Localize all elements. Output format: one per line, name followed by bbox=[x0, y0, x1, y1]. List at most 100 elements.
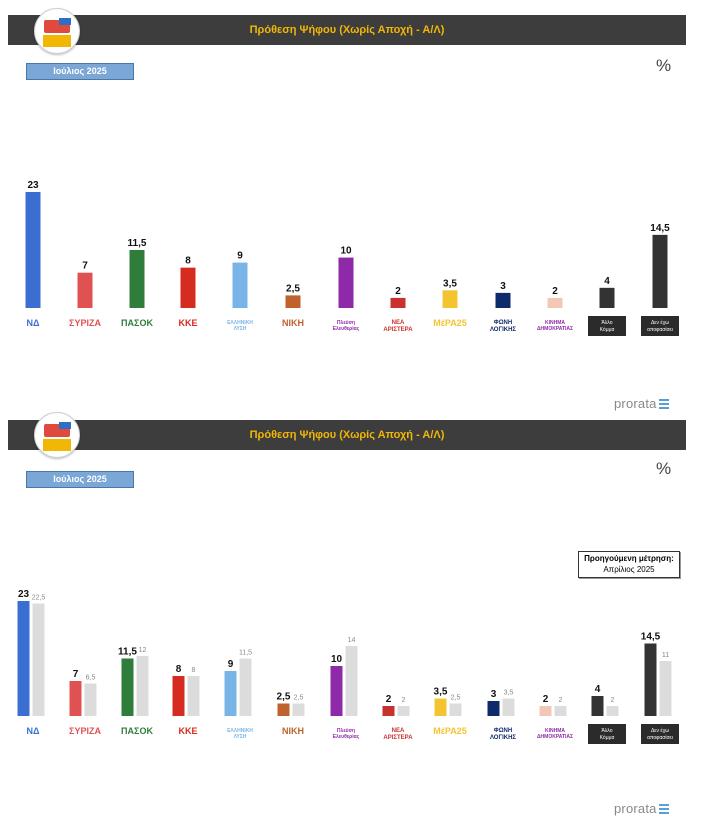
period-badge-2: Ιούλιος 2025 bbox=[26, 471, 134, 488]
previous-box-title: Προηγούμενη μέτρηση: bbox=[584, 554, 674, 563]
bar-previous-νικη bbox=[292, 703, 305, 716]
bar-previous-νδ bbox=[32, 603, 45, 716]
party-label: ΚΚΕ bbox=[178, 726, 197, 736]
value-label-previous: 2 bbox=[611, 697, 615, 704]
party-label: ΜέΡΑ25 bbox=[433, 318, 466, 328]
foni-logikis-logo: ΦΩΝΗ ΛΟΓΙΚΗΣ bbox=[490, 320, 516, 333]
nd-logo-2: ΝΔ bbox=[27, 726, 40, 736]
value-label-previous: 3,5 bbox=[504, 690, 514, 697]
bar-current-νικη bbox=[277, 703, 290, 716]
nd-logo: ΝΔ bbox=[27, 318, 40, 328]
party-label: ΣΥΡΙΖΑ bbox=[69, 726, 101, 736]
bar-άλλο-κόμμα bbox=[599, 287, 615, 308]
value-label: 2 bbox=[395, 286, 401, 297]
niki-logo: ΝΙΚΗ bbox=[282, 318, 304, 328]
previous-measurement-box: Προηγούμενη μέτρηση: Απρίλιος 2025 bbox=[578, 551, 680, 578]
party-label: ΝΕΑ ΑΡΙΣΤΕΡΑ bbox=[383, 728, 413, 741]
party-label: Δεν έχω αποφασίσει bbox=[647, 727, 673, 741]
value-label-current: 4 bbox=[595, 684, 601, 695]
bar-previous-νεα-αριστερα bbox=[397, 706, 410, 716]
value-label-current: 2 bbox=[386, 694, 392, 705]
party-label: Πλεύση Ελευθερίας bbox=[333, 728, 360, 740]
value-label-previous: 11,5 bbox=[239, 650, 252, 657]
party-label: ΚΙΝΗΜΑ ΔΗΜΟΚΡΑΤΙΑΣ bbox=[537, 320, 573, 332]
party-label: ΠΑΣΟΚ bbox=[121, 318, 153, 328]
party-label: ΣΥΡΙΖΑ bbox=[69, 318, 101, 328]
plefsi-logo: Πλεύση Ελευθερίας bbox=[333, 320, 360, 332]
bar-current-νδ bbox=[17, 601, 30, 716]
kinima-dimokratias-logo-2: ΚΙΝΗΜΑ ΔΗΜΟΚΡΑΤΙΑΣ bbox=[537, 728, 573, 740]
syriza-logo-2: ΣΥΡΙΖΑ bbox=[69, 726, 101, 736]
party-label: ΚΚΕ bbox=[178, 318, 197, 328]
party-label: ΕΛΛΗΝΙΚΗ ΛΥΣΗ bbox=[227, 320, 253, 332]
party-label: ΝΔ bbox=[27, 726, 40, 736]
value-label-previous: 22,5 bbox=[32, 595, 46, 602]
bar-νδ bbox=[25, 192, 41, 308]
elliniki-lysi-logo-2: ΕΛΛΗΝΙΚΗ ΛΥΣΗ bbox=[227, 728, 253, 740]
party-label: ΝΕΑ ΑΡΙΣΤΕΡΑ bbox=[383, 320, 413, 333]
value-label-previous: 12 bbox=[139, 647, 147, 654]
value-label-current: 10 bbox=[331, 654, 343, 665]
header-title: Πρόθεση Ψήφου (Χωρίς Αποχή - Α/Λ) bbox=[249, 24, 445, 36]
pasok-logo-2: ΠΑΣΟΚ bbox=[121, 726, 153, 736]
bar-πλεύση-ελευθερίας bbox=[338, 257, 354, 308]
bar-μέρα25 bbox=[442, 290, 458, 308]
bar-κινημα-δημοκρατιας bbox=[547, 297, 563, 308]
header-bar: Πρόθεση Ψήφου (Χωρίς Αποχή - Α/Λ) bbox=[8, 15, 686, 45]
value-label-current: 7 bbox=[73, 669, 79, 680]
value-label-previous: 8 bbox=[192, 667, 196, 674]
value-label: 7 bbox=[82, 261, 88, 272]
bar-previous-φωνη-λογικης bbox=[502, 698, 515, 716]
value-label: 8 bbox=[185, 256, 191, 267]
period-badge: Ιούλιος 2025 bbox=[26, 63, 134, 80]
bar-previous-πλεύση-ελευθερίας bbox=[345, 646, 358, 716]
party-label: Δεν έχω αποφασίσει bbox=[647, 319, 673, 333]
value-label: 2 bbox=[552, 286, 558, 297]
mera25-logo-2: ΜέΡΑ25 bbox=[433, 726, 466, 736]
percent-symbol-2: % bbox=[656, 459, 672, 478]
other-party-box-2: Άλλο Κόμμα bbox=[588, 724, 626, 744]
value-label-previous: 2,5 bbox=[451, 695, 461, 702]
party-label: ΦΩΝΗ ΛΟΓΙΚΗΣ bbox=[490, 320, 516, 333]
party-label: ΕΛΛΗΝΙΚΗ ΛΥΣΗ bbox=[227, 728, 253, 740]
percent-symbol: % bbox=[656, 56, 672, 75]
bar-chart-july: 23 7 11,5 8 9 2,5 10 2 3,5 3 2 4 14,5 ΝΔ ΣΥΡΙΖΑ ΠΑΣΟΚ ΚΚ… bbox=[25, 180, 679, 336]
foni-logikis-logo-2: ΦΩΝΗ ΛΟΓΙΚΗΣ bbox=[490, 728, 516, 741]
bar-δεν-έχω-αποφασίσει bbox=[652, 234, 668, 308]
bar-ελληνικη-λυση bbox=[232, 262, 248, 308]
value-label: 9 bbox=[237, 251, 243, 262]
undecided-box: Δεν έχω αποφασίσει bbox=[641, 316, 679, 336]
value-label: 14,5 bbox=[650, 223, 670, 234]
party-label: ΝΙΚΗ bbox=[282, 318, 304, 328]
bar-current-πλεύση-ελευθερίας bbox=[330, 666, 343, 716]
value-label-previous: 6,5 bbox=[86, 675, 96, 682]
value-label-current: 11,5 bbox=[118, 647, 137, 658]
bar-συριζα bbox=[77, 272, 93, 308]
other-party-box: Άλλο Κόμμα bbox=[588, 316, 626, 336]
bar-πασοκ bbox=[129, 250, 145, 308]
value-label: 4 bbox=[604, 276, 610, 287]
value-label-previous: 11 bbox=[662, 652, 669, 659]
nea-aristera-logo-2: ΝΕΑ ΑΡΙΣΤΕΡΑ bbox=[383, 728, 413, 741]
elliniki-lysi-logo: ΕΛΛΗΝΙΚΗ ΛΥΣΗ bbox=[227, 320, 253, 332]
value-label-current: 8 bbox=[176, 664, 182, 675]
bar-previous-δεν-έχω-αποφασίσει bbox=[659, 661, 672, 716]
kinima-dimokratias-logo: ΚΙΝΗΜΑ ΔΗΜΟΚΡΑΤΙΑΣ bbox=[537, 320, 573, 332]
party-label: ΜέΡΑ25 bbox=[433, 726, 466, 736]
bar-previous-κκε bbox=[187, 676, 200, 716]
ballot-box-icon bbox=[34, 8, 80, 54]
mera25-logo: ΜέΡΑ25 bbox=[433, 318, 466, 328]
value-label-current: 23 bbox=[18, 589, 30, 600]
bar-κκε bbox=[180, 267, 196, 308]
bar-previous-ελληνικη-λυση bbox=[239, 658, 252, 716]
bar-current-άλλο-κόμμα bbox=[591, 696, 604, 716]
bar-φωνη-λογικης bbox=[495, 292, 511, 308]
party-label: Πλεύση Ελευθερίας bbox=[333, 320, 360, 332]
pasok-logo: ΠΑΣΟΚ bbox=[121, 318, 153, 328]
niki-logo-2: ΝΙΚΗ bbox=[282, 726, 304, 736]
header-title-2: Πρόθεση Ψήφου (Χωρίς Αποχή - Α/Λ) bbox=[249, 429, 445, 441]
value-label-previous: 2 bbox=[402, 697, 406, 704]
bar-νικη bbox=[285, 295, 301, 308]
bar-current-μέρα25 bbox=[434, 698, 447, 716]
